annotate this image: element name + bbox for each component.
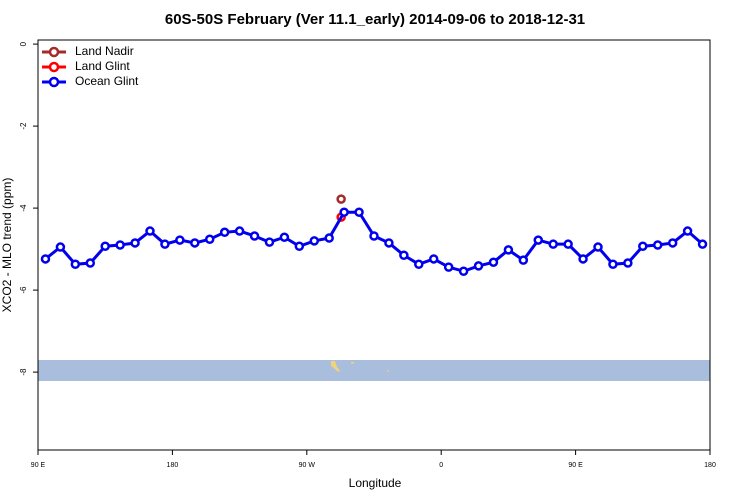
data-point [443, 262, 454, 272]
data-point [623, 258, 633, 268]
x-tick-label: 90 E [568, 462, 583, 469]
legend-label: Land Nadir [75, 44, 134, 58]
map-band [38, 360, 710, 381]
data-point [518, 255, 529, 265]
data-point [115, 240, 125, 250]
data-point [563, 239, 573, 249]
land-patch [351, 362, 354, 364]
data-point [55, 242, 66, 252]
data-point [384, 238, 394, 248]
data-point [324, 233, 334, 243]
x-tick-label: 90 W [299, 462, 316, 469]
y-tick-label: -2 [19, 122, 28, 130]
y-tick-label: -4 [19, 204, 28, 212]
data-point [219, 227, 230, 238]
y-tick-label: -6 [19, 286, 28, 294]
data-point [428, 254, 439, 264]
x-tick-label: 90 E [31, 462, 46, 469]
data-point [264, 237, 275, 247]
data-point [578, 254, 588, 264]
y-tick-label: 0 [19, 41, 28, 46]
data-point [234, 226, 245, 236]
data-point [488, 257, 499, 267]
legend-label: Ocean Glint [75, 74, 139, 88]
data-point [160, 239, 170, 249]
series-line [44, 210, 704, 273]
y-tick-label: -8 [19, 368, 28, 376]
data-point [175, 235, 185, 245]
data-point [503, 245, 514, 255]
x-tick-label: 180 [167, 462, 179, 469]
data-point [682, 226, 693, 236]
x-axis-label: Longitude [349, 476, 402, 490]
data-point [548, 239, 558, 249]
data-point [608, 259, 618, 270]
land-patch [387, 370, 389, 372]
data-point [204, 234, 215, 245]
data-point [309, 236, 320, 246]
data-point [100, 241, 110, 251]
legend-label: Land Glint [75, 59, 130, 73]
land-patch [331, 361, 340, 372]
data-point [190, 238, 200, 248]
x-tick-label: 0 [439, 462, 443, 469]
data-point [399, 250, 409, 260]
data-point [336, 194, 346, 204]
data-point [369, 231, 379, 241]
data-point [458, 266, 469, 276]
data-point [339, 207, 349, 217]
data-point [593, 242, 603, 252]
data-point [667, 238, 678, 248]
legend-marker [48, 61, 60, 73]
data-point [533, 235, 544, 245]
data-point [40, 254, 51, 264]
y-axis-label: XCO2 - MLO trend (ppm) [0, 178, 14, 313]
data-point [414, 259, 424, 270]
data-point [145, 226, 155, 236]
legend-marker [48, 46, 60, 58]
data-point [473, 261, 484, 271]
x-tick-label: 180 [704, 462, 716, 469]
data-point [279, 232, 290, 242]
data-point [652, 240, 663, 250]
chart-title: 60S-50S February (Ver 11.1_early) 2014-0… [165, 11, 585, 28]
data-point [294, 241, 305, 251]
data-point [249, 231, 260, 241]
data-point [85, 258, 96, 268]
data-point [638, 241, 648, 251]
data-point [354, 207, 364, 217]
data-point [70, 259, 81, 270]
data-point [130, 238, 140, 248]
data-point [697, 239, 708, 249]
plot-frame [37, 39, 711, 451]
legend-marker [48, 76, 60, 88]
